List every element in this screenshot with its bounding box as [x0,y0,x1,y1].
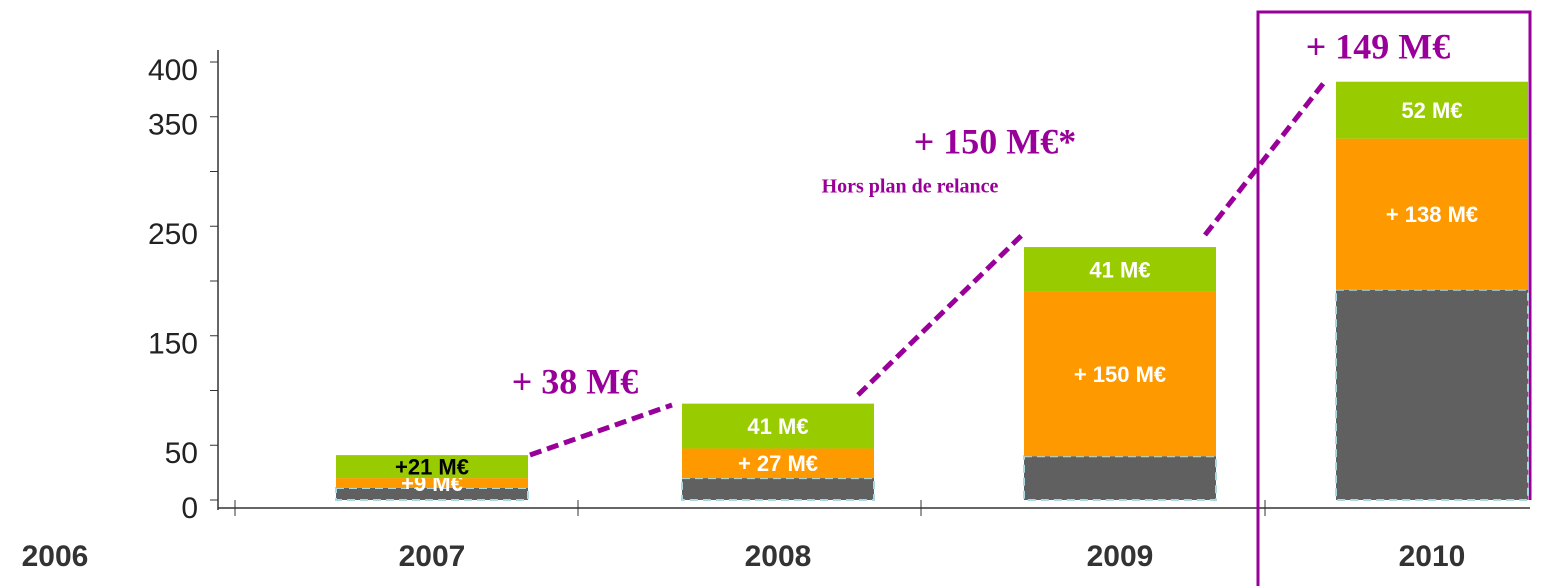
bar-segment [682,403,874,449]
value-label: +21 M€ [395,454,469,479]
highlight-frame [1256,10,1532,586]
annotation: + 38 M€ [512,361,639,401]
x-tick-label: 2010 [1399,540,1466,573]
y-tick-label: 0 [181,492,198,525]
bar-segment [1024,291,1216,457]
y-tick-label: 400 [148,54,198,87]
bar-segment [336,455,528,479]
annotation: + 149 M€ [1306,26,1451,66]
x-tick-label: 2009 [1087,540,1154,573]
value-label: 41 M€ [747,414,808,439]
bar-segment [1336,138,1528,290]
y-tick-label: 250 [148,218,198,251]
value-label: + 27 M€ [738,451,818,476]
bar-segment [1336,81,1528,139]
bar-segment [336,478,528,488]
x-tick-label: 2008 [745,540,812,573]
value-label: + 150 M€ [1074,362,1166,387]
annotation: + 150 M€* [914,121,1077,161]
bar-segment [1023,455,1217,502]
growth-lines [529,78,1328,458]
value-label: 52 M€ [1401,98,1462,123]
bar-segment [681,477,875,502]
value-label: 41 M€ [1089,257,1150,282]
x-tick-label: 2007 [399,540,466,573]
x-tick-label: 2006 [22,540,89,573]
growth-line [856,233,1024,397]
value-label: + 138 M€ [1386,202,1478,227]
bar-segment [1335,288,1529,502]
y-tick-label: 150 [148,328,198,361]
y-tick-label: 50 [165,437,198,470]
growth-line [529,402,673,458]
growth-line [1203,78,1328,237]
annotation: Hors plan de relance [822,176,999,198]
bar-segment [1024,247,1216,292]
y-tick-label: 350 [148,109,198,142]
bar-segment [682,448,874,479]
